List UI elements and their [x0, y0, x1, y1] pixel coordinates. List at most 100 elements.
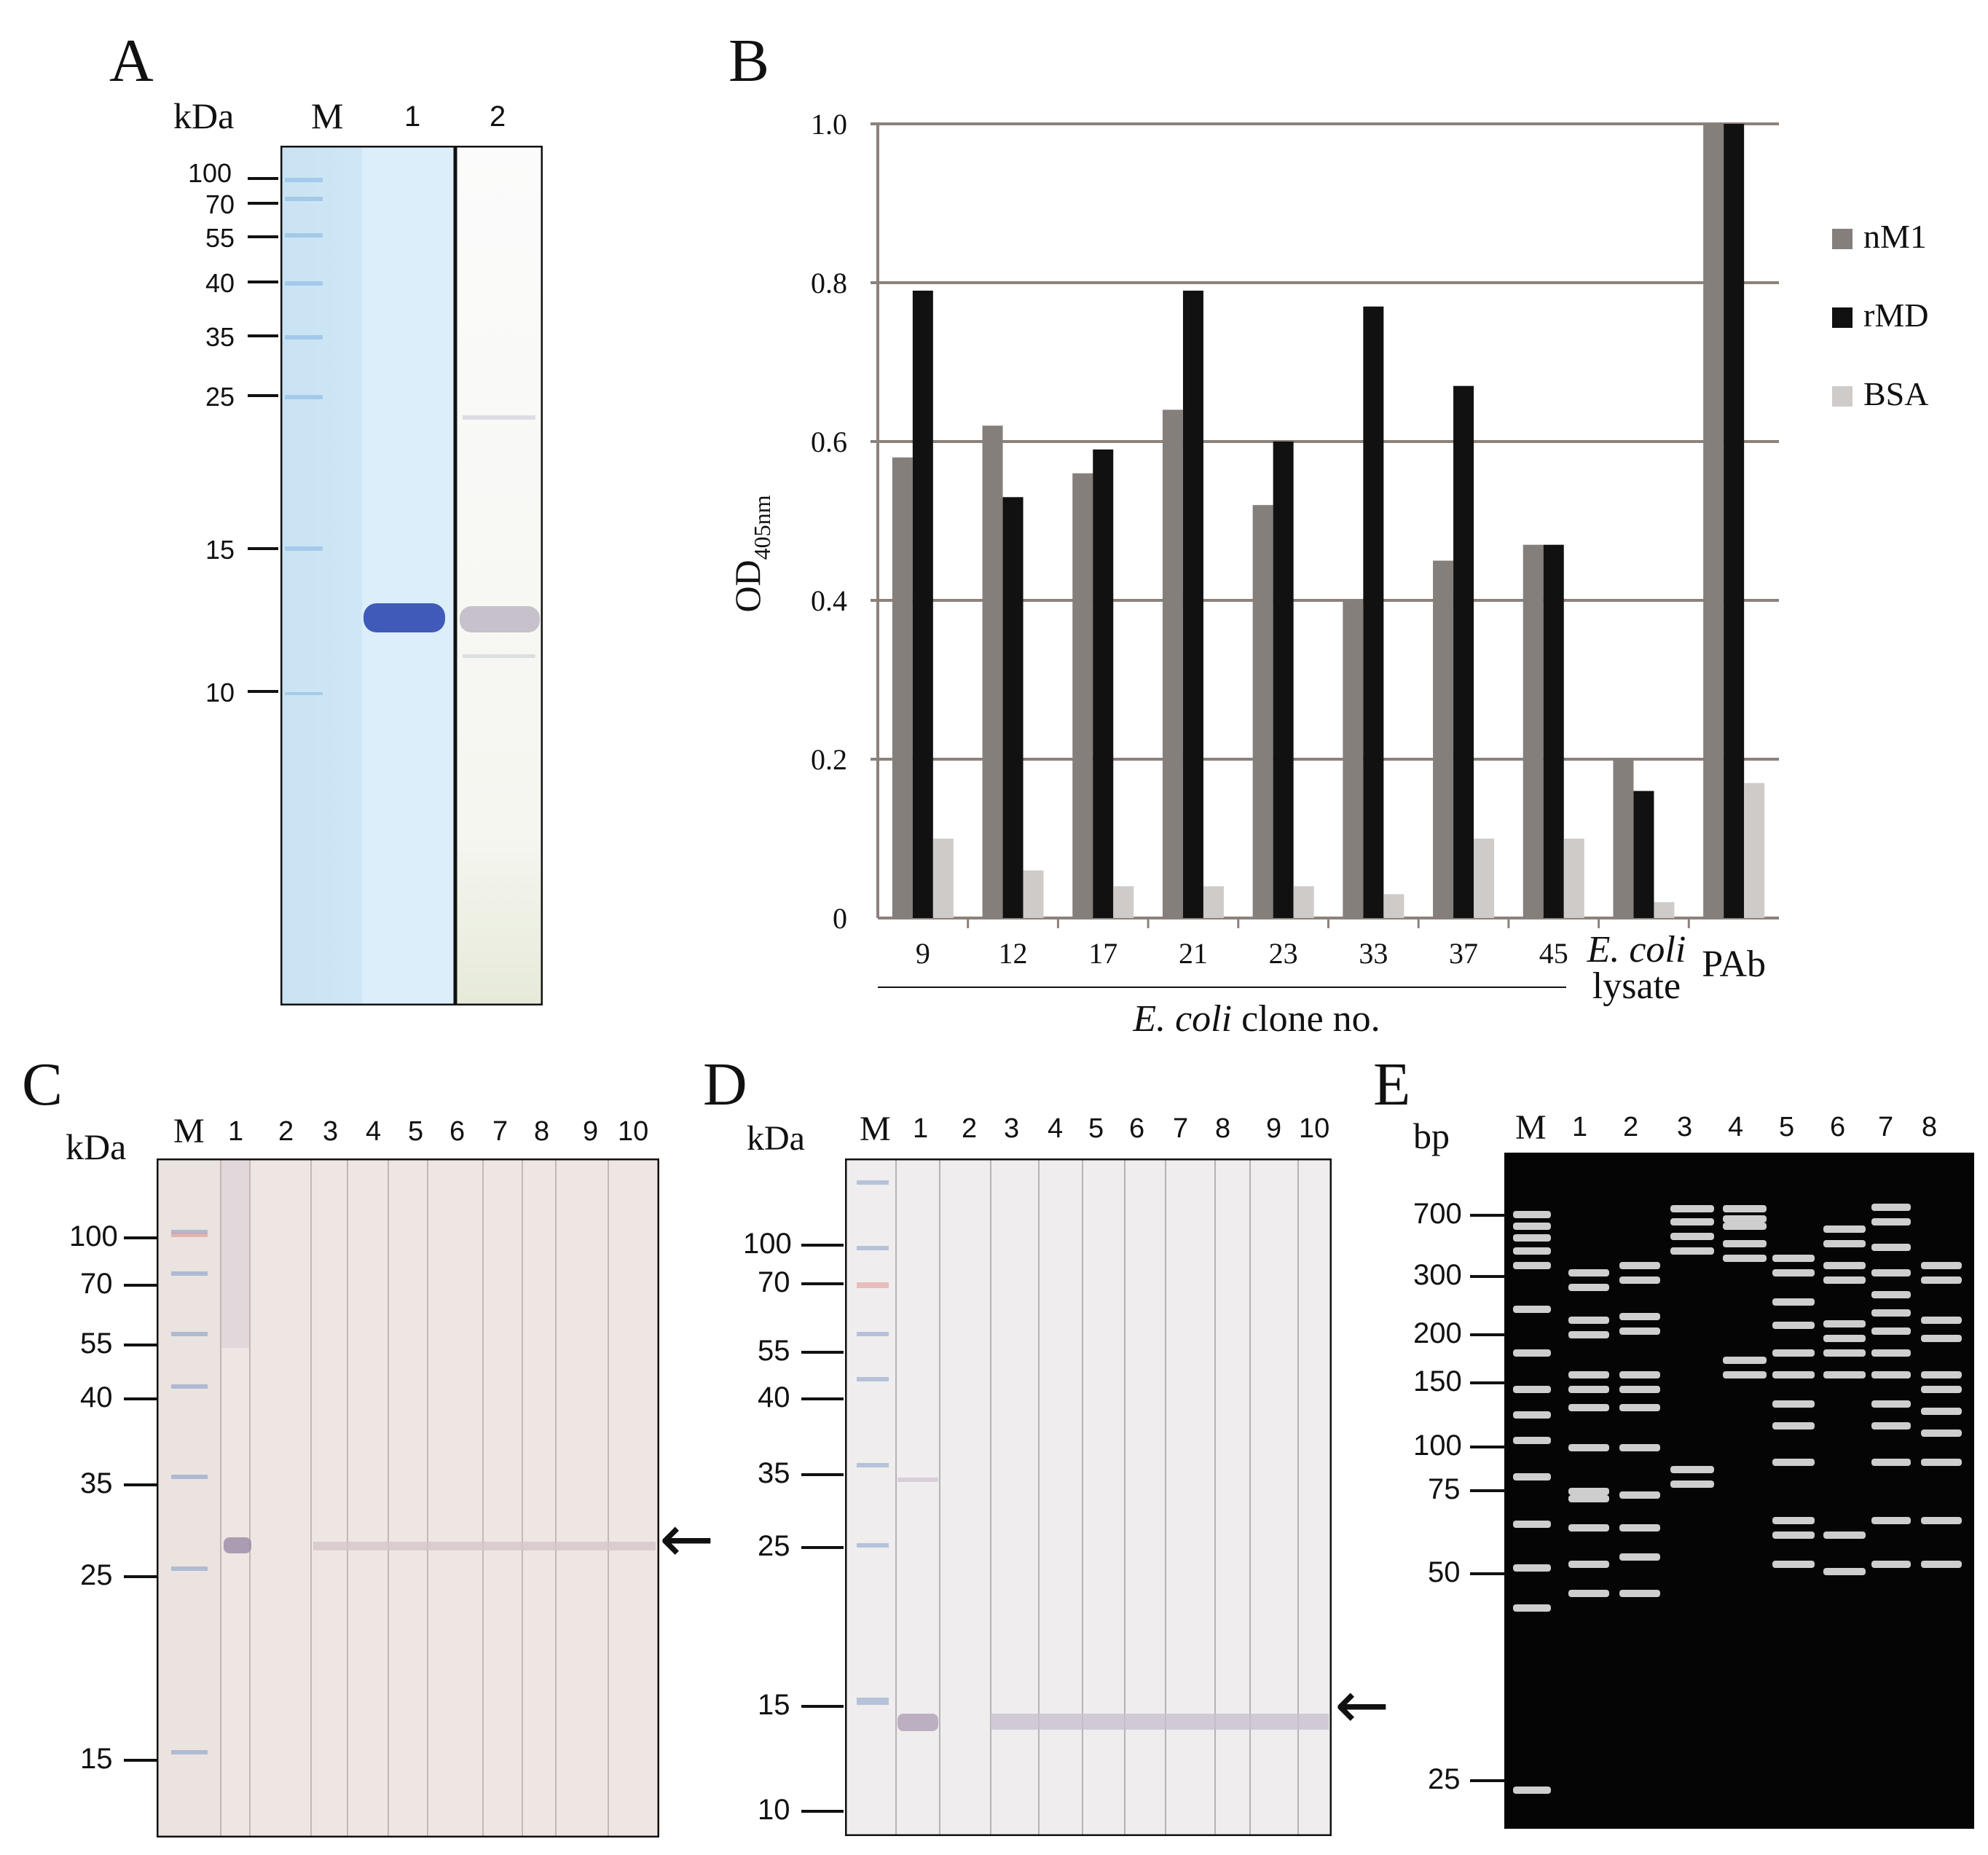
dna-band-lane-5: [1772, 1322, 1815, 1329]
ladder-bands-c: [171, 1230, 208, 1754]
dna-band-lane-5: [1772, 1298, 1815, 1306]
marker-label: 70: [758, 1266, 790, 1298]
dna-band-lane-0: [1513, 1473, 1551, 1481]
dna-band-lane-1: [1568, 1561, 1609, 1568]
lane-label-c-5: 5: [408, 1116, 424, 1147]
dna-band-lane-5: [1772, 1400, 1815, 1408]
bar-rmd-3: [1093, 449, 1114, 918]
dna-band-lane-2: [1619, 1444, 1660, 1451]
bar-bsa-8: [1563, 839, 1584, 918]
panel-label-b: B: [728, 27, 770, 95]
dna-band-lane-2: [1619, 1262, 1660, 1269]
dna-band-lane-8: [1921, 1317, 1962, 1324]
marker-label: 55: [80, 1327, 113, 1360]
x-tick-label: 23: [1269, 937, 1298, 970]
y-tick-label: 0.4: [811, 584, 847, 617]
lane-label-d-3: 3: [1004, 1113, 1020, 1144]
bar-nm1-8: [1523, 544, 1544, 918]
lane-label-d-4: 4: [1048, 1113, 1064, 1144]
dna-band-lane-6: [1823, 1320, 1866, 1327]
dna-band-lane-0: [1513, 1787, 1551, 1794]
lane-label-e-6: 6: [1830, 1112, 1846, 1142]
lane-label-c-3: 3: [323, 1116, 339, 1147]
agarose-gel-e: [1504, 1153, 1974, 1829]
marker-label: 40: [80, 1381, 113, 1413]
dna-band-lane-2: [1619, 1371, 1660, 1378]
lane-label-d-5: 5: [1088, 1113, 1104, 1144]
bar-rmd-9: [1633, 791, 1654, 918]
dna-band-lane-0: [1513, 1349, 1551, 1357]
dna-band-lane-8: [1921, 1408, 1962, 1415]
bar-nm1-5: [1252, 505, 1273, 918]
unit-label-d: kDa: [747, 1119, 805, 1158]
dna-band-lane-8: [1921, 1561, 1962, 1568]
dna-band-lane-0: [1513, 1247, 1551, 1255]
lane-label-c-6: 6: [449, 1116, 465, 1147]
dna-band-lane-4: [1723, 1371, 1767, 1378]
dna-band-lane-8: [1921, 1262, 1962, 1269]
dna-band-lane-2: [1619, 1313, 1660, 1320]
dna-band-lane-1: [1568, 1495, 1609, 1502]
dna-band-lane-1: [1568, 1284, 1609, 1291]
marker-label: 40: [205, 268, 235, 298]
lane-label-c-8: 8: [534, 1116, 550, 1147]
bar-rmd-2: [1002, 497, 1024, 918]
dna-band-lane-7: [1871, 1561, 1911, 1568]
marker-label: 15: [758, 1689, 790, 1721]
dna-band-lane-7: [1871, 1517, 1911, 1524]
marker-label: 150: [1413, 1365, 1462, 1397]
dna-band-lane-1: [1568, 1590, 1609, 1597]
x-tick-label-pab: PAb: [1702, 944, 1766, 985]
bar-rmd-8: [1543, 544, 1564, 918]
dna-band-lane-7: [1871, 1244, 1911, 1251]
dna-band-lane-6: [1823, 1262, 1866, 1269]
bar-nm1-6: [1343, 600, 1364, 918]
lane-label-d-10: 10: [1299, 1113, 1330, 1144]
legend-label: rMD: [1863, 297, 1928, 334]
dna-band-lane-5: [1772, 1255, 1815, 1262]
dna-band-lane-6: [1823, 1335, 1866, 1342]
y-tick-label: 0.8: [811, 267, 847, 299]
bar-nm1-1: [892, 457, 913, 918]
dna-band-lane-7: [1871, 1349, 1911, 1357]
marker-label: 70: [205, 189, 235, 219]
faint-bands-d: [991, 1714, 1329, 1730]
lane-label-d-8: 8: [1215, 1113, 1231, 1144]
dna-band-lane-3: [1670, 1247, 1714, 1255]
bar-bsa-7: [1474, 839, 1495, 918]
dna-band-lane-2: [1619, 1327, 1660, 1335]
panel-label-e: E: [1373, 1051, 1411, 1118]
bar-nm1-7: [1433, 560, 1454, 918]
dna-band-lane-4: [1723, 1223, 1767, 1230]
dna-band-lane-0: [1513, 1234, 1551, 1242]
lane-label-a-1: 1: [404, 101, 421, 133]
dna-band-lane-1: [1568, 1524, 1609, 1532]
lane-label-e-4: 4: [1728, 1112, 1744, 1142]
marker-label: 300: [1413, 1259, 1462, 1291]
x-tick-label: 9: [916, 937, 930, 970]
lane-label-c-9: 9: [583, 1116, 599, 1147]
dna-band-lane-3: [1670, 1466, 1714, 1473]
dna-band-lane-5: [1772, 1517, 1815, 1524]
dna-band-lane-7: [1871, 1327, 1911, 1335]
dna-band-lane-3: [1670, 1481, 1714, 1488]
legend-swatch: [1832, 229, 1853, 249]
dna-band-lane-2: [1619, 1404, 1660, 1411]
marker-label: 15: [205, 535, 235, 565]
y-axis-label: OD405nm: [727, 495, 775, 612]
lane-label-e-2: 2: [1623, 1112, 1639, 1142]
dna-band-lane-7: [1871, 1204, 1911, 1211]
x-tick-label: 45: [1539, 937, 1568, 970]
dna-band-lane-5: [1772, 1371, 1815, 1378]
marker-label: 700: [1413, 1198, 1462, 1230]
marker-label: 25: [205, 382, 235, 412]
marker-label: 25: [758, 1530, 790, 1562]
bar-bsa-2: [1023, 870, 1044, 918]
bar-bsa-9: [1654, 902, 1675, 918]
lane-label-e-m: M: [1515, 1108, 1547, 1147]
marker-label: 35: [205, 322, 235, 352]
lane-label-a-m: M: [311, 95, 344, 136]
dna-band-lane-7: [1871, 1269, 1911, 1276]
gel-a: [280, 146, 543, 1005]
dna-band-lane-0: [1513, 1306, 1551, 1313]
